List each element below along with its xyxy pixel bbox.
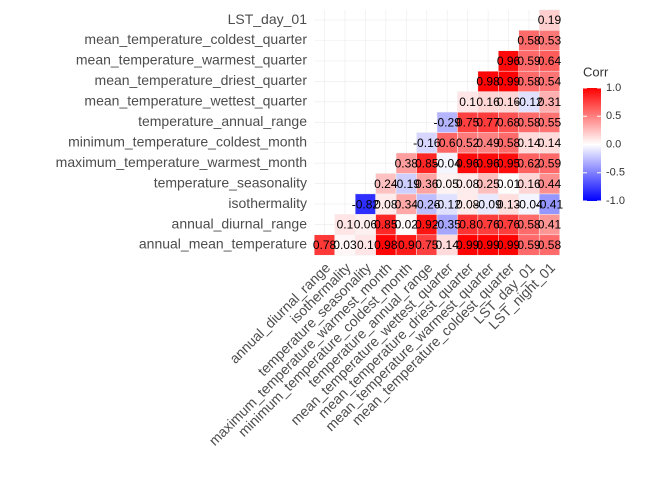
cell-label: 0.62 <box>517 156 541 170</box>
cell-label: 0.99 <box>497 238 521 252</box>
cell-label: -0.35 <box>434 218 462 232</box>
cell-label: 0.59 <box>517 54 541 68</box>
cell-label: 0.59 <box>517 238 541 252</box>
cell-label: 0.13 <box>497 197 521 211</box>
cell-label: 0.58 <box>497 136 521 150</box>
y-tick-label: annual_diurnal_range <box>172 215 308 231</box>
cell-label: 0.34 <box>395 197 419 211</box>
cell-label: -0.29 <box>434 115 462 129</box>
cell-label: 0.75 <box>456 115 480 129</box>
y-tick-label: mean_temperature_warmest_quarter <box>76 52 307 68</box>
cell-label: -0.12 <box>515 95 543 109</box>
cell-label: 0.95 <box>497 156 521 170</box>
legend-colorbar <box>583 88 601 201</box>
cell-label: 0.76 <box>476 218 500 232</box>
y-tick-label: temperature_seasonality <box>154 174 307 190</box>
cell-label: 0.8 <box>459 218 476 232</box>
cell-label: 0.1 <box>357 238 374 252</box>
y-tick-label: LST_day_01 <box>228 11 308 27</box>
cell-label: 0.55 <box>538 115 562 129</box>
cell-label: 0.85 <box>415 156 439 170</box>
cell-label: -0.26 <box>413 197 441 211</box>
cell-label: 0.98 <box>476 75 500 89</box>
cell-label: 0.96 <box>476 156 500 170</box>
y-tick-label: mean_temperature_driest_quarter <box>95 72 308 88</box>
cell-label: 0.08 <box>374 197 398 211</box>
legend-title: Corr <box>583 64 609 79</box>
y-tick-label: minimum_temperature_coldest_month <box>68 133 307 149</box>
cell-label: 0.75 <box>415 238 439 252</box>
cell-label: 0.6 <box>439 136 456 150</box>
cell-label: 0.9 <box>398 238 415 252</box>
cell-label: 0.02 <box>395 218 419 232</box>
cell-label: 0.14 <box>517 136 541 150</box>
cell-label: 0.16 <box>517 177 541 191</box>
cell-label: 0.1 <box>337 218 354 232</box>
y-tick-label: mean_temperature_wettest_quarter <box>84 93 307 109</box>
cell-label: 0.96 <box>497 54 521 68</box>
legend-tick-label: 0.0 <box>606 138 621 150</box>
cell-label: 0.36 <box>415 177 439 191</box>
cell-label: 0.1 <box>459 95 476 109</box>
cell-label: 0.01 <box>497 177 521 191</box>
cell-label: 0.49 <box>476 136 500 150</box>
cell-label: 0.92 <box>415 218 439 232</box>
cell-label: -0.09 <box>474 197 502 211</box>
y-tick-label: temperature_annual_range <box>138 113 307 129</box>
cell-label: 0.16 <box>497 95 521 109</box>
cell-label: 0.52 <box>456 136 480 150</box>
cell-label: 0.53 <box>538 34 562 48</box>
cell-label: 0.59 <box>538 156 562 170</box>
cell-label: 0.41 <box>538 218 562 232</box>
cell-label: -0.12 <box>434 197 462 211</box>
cell-label: 0.06 <box>354 218 378 232</box>
cell-label: -0.41 <box>536 197 564 211</box>
cell-label: 0.78 <box>313 238 337 252</box>
legend-tick-label: -1.0 <box>606 195 625 207</box>
legend-tick-label: 0.5 <box>606 110 621 122</box>
cell-label: 0.76 <box>497 218 521 232</box>
cell-label: 0.05 <box>436 177 460 191</box>
cell-label: 0.96 <box>456 156 480 170</box>
cell-label: 0.58 <box>517 75 541 89</box>
cell-label: 0.14 <box>538 136 562 150</box>
y-tick-label: mean_temperature_coldest_quarter <box>84 31 307 47</box>
cell-label: 0.16 <box>476 95 500 109</box>
cell-label: 0.58 <box>538 238 562 252</box>
cell-label: 0.54 <box>538 75 562 89</box>
cell-label: -0.04 <box>434 156 462 170</box>
y-tick-label: isothermality <box>228 195 307 211</box>
legend-tick-label: -0.5 <box>606 167 625 179</box>
legend-tick-label: 1.0 <box>606 82 621 94</box>
cell-label: 0.68 <box>497 115 521 129</box>
cell-label: 0.98 <box>374 238 398 252</box>
cell-label: 0.25 <box>476 177 500 191</box>
cell-label: 0.58 <box>517 115 541 129</box>
cell-label: -0.04 <box>515 197 543 211</box>
cell-label: 0.38 <box>395 156 419 170</box>
cell-label: 0.64 <box>538 54 562 68</box>
cell-label: -0.16 <box>413 136 441 150</box>
cell-label: 0.99 <box>476 238 500 252</box>
cell-label: 0.08 <box>456 197 480 211</box>
cell-label: 0.24 <box>374 177 398 191</box>
cell-label: 0.44 <box>538 177 562 191</box>
heatmap-cell <box>538 9 560 31</box>
cell-label: 0.77 <box>476 115 500 129</box>
cell-label: 0.19 <box>538 13 562 27</box>
y-tick-label: maximum_temperature_warmest_month <box>56 154 307 170</box>
y-tick-label: annual_mean_temperature <box>139 236 307 252</box>
cell-label: 0.03 <box>333 238 357 252</box>
cell-label: -0.19 <box>393 177 421 191</box>
cell-label: -0.82 <box>352 197 380 211</box>
cell-label: 0.58 <box>517 34 541 48</box>
cell-label: 0.99 <box>456 238 480 252</box>
cell-label: 0.85 <box>374 218 398 232</box>
cell-label: 0.58 <box>517 218 541 232</box>
cell-label: 0.08 <box>456 177 480 191</box>
cell-label: 0.14 <box>436 238 460 252</box>
cell-label: 0.99 <box>497 75 521 89</box>
cell-label: 0.31 <box>538 95 562 109</box>
